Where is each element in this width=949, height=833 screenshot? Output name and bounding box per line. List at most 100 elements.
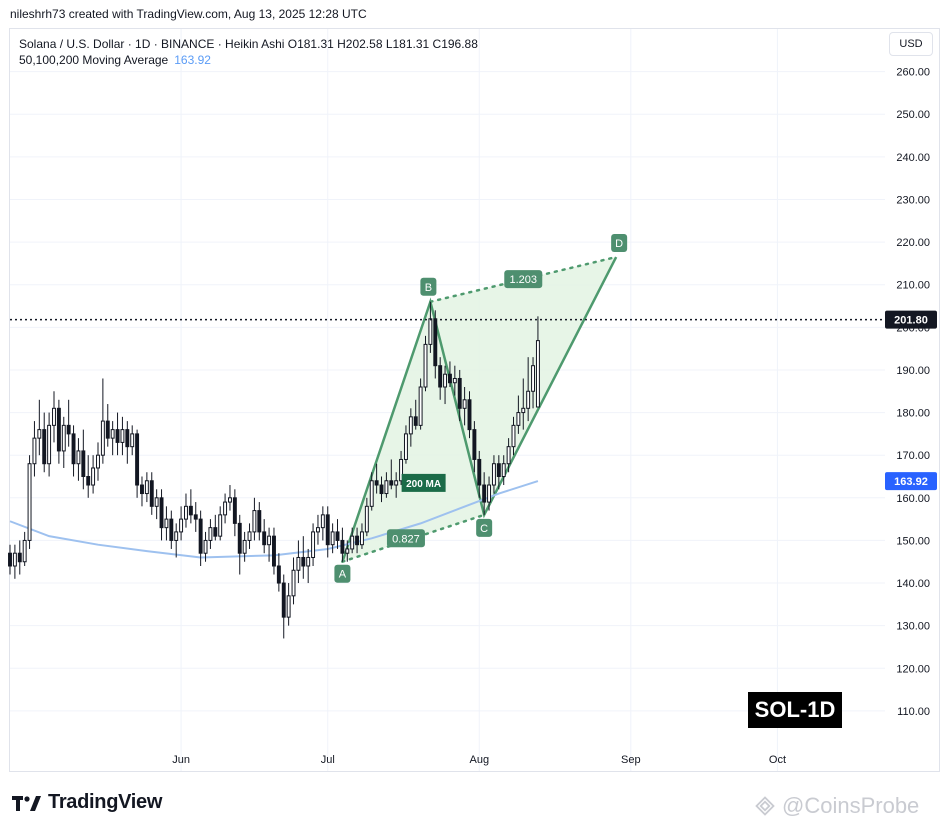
ma-legend: 50,100,200 Moving Average 163.92	[19, 52, 478, 68]
candle-down	[140, 484, 144, 495]
y-tick-label: 130.00	[896, 621, 930, 633]
candle-up	[521, 407, 526, 414]
watermark-text: @CoinsProbe	[782, 793, 920, 818]
candle-up	[531, 365, 536, 392]
candle-down	[477, 458, 482, 486]
candle-up	[208, 527, 213, 541]
ma-legend-label: 50,100,200 Moving Average	[19, 53, 169, 67]
candle-up	[315, 527, 320, 533]
candle-up	[452, 377, 457, 384]
candle-down	[433, 318, 438, 367]
candle-up	[184, 505, 188, 520]
candle-up	[511, 424, 516, 448]
candle-up	[408, 416, 413, 435]
y-tick-label: 180.00	[896, 408, 930, 420]
y-tick-label: 230.00	[896, 194, 930, 206]
candle-down	[447, 373, 452, 384]
candle-up	[516, 412, 521, 426]
pattern-ratio-box	[504, 270, 543, 289]
symbol-badge: SOL-1D	[748, 692, 842, 728]
candle-down	[379, 484, 384, 495]
candle-down	[413, 416, 418, 426]
candle-up	[487, 484, 492, 503]
pattern-point-d-box	[611, 234, 628, 253]
candle-up	[22, 539, 27, 563]
candle-down	[467, 399, 472, 431]
candle-down	[482, 484, 487, 503]
candle-up	[203, 539, 208, 554]
candle-down	[81, 450, 86, 477]
y-tick-label: 240.00	[896, 152, 930, 164]
candle-up	[526, 390, 531, 409]
candle-up	[345, 548, 350, 554]
candle-up	[242, 539, 247, 554]
watermark: @CoinsProbe	[752, 793, 919, 819]
candle-up	[443, 373, 448, 388]
candle-up	[228, 497, 232, 503]
y-tick-label: 120.00	[896, 663, 930, 675]
ma-value-label: 163.92	[894, 476, 928, 488]
ma-200-line	[9, 480, 539, 559]
candle-down	[169, 518, 174, 541]
candle-up	[52, 407, 56, 426]
pattern-point-b-label: B	[425, 282, 432, 294]
price-axis: 110.00 120.00 130.00 140.00 150.00 160.00 170.…	[885, 67, 937, 718]
x-tick-label: Jun	[172, 754, 190, 766]
candle-down	[8, 552, 12, 567]
y-tick-label: 160.00	[896, 493, 930, 505]
tradingview-logo-text: TradingView	[48, 791, 163, 813]
candle-down	[105, 420, 110, 439]
current-price-label: 201.80	[894, 315, 928, 327]
candle-down	[66, 424, 71, 435]
candle-down	[276, 565, 281, 584]
candle-up	[91, 467, 96, 486]
candle-down	[301, 556, 306, 567]
candle-down	[17, 552, 22, 563]
candle-down	[262, 531, 267, 546]
candle-up	[501, 463, 506, 478]
candle-down	[213, 527, 218, 537]
candle-up	[320, 514, 325, 529]
ma-200-label-box	[401, 473, 446, 492]
currency-button[interactable]: USD	[889, 32, 933, 56]
candle-up	[247, 531, 252, 541]
y-tick-label: 140.00	[896, 578, 930, 590]
candle-down	[281, 582, 286, 618]
pattern-point-d-label: D	[615, 238, 623, 250]
chart-frame	[9, 28, 940, 772]
y-tick-label: 260.00	[896, 67, 930, 79]
candle-down	[325, 514, 330, 546]
candle-down	[135, 433, 140, 486]
candle-up	[12, 552, 17, 567]
ma-legend-value: 163.92	[174, 53, 211, 67]
candle-up	[286, 595, 291, 618]
candle-up	[462, 399, 467, 409]
pattern-ratio-label: 1.203	[510, 274, 538, 286]
candle-up	[174, 531, 179, 541]
x-tick-label: Jul	[321, 754, 335, 766]
candle-up	[330, 531, 335, 546]
chart-overlay: A B C D 0.827 1.203 200 MA	[10, 234, 885, 583]
candle-down	[86, 476, 91, 486]
y-tick-label: 150.00	[896, 535, 930, 547]
candle-down	[125, 429, 130, 448]
tradingview-logo[interactable]: TradingView	[12, 791, 162, 814]
tradingview-icon	[12, 795, 41, 811]
candle-down	[374, 480, 379, 486]
candle-down	[149, 480, 154, 507]
candle-down	[257, 510, 262, 533]
y-tick-label: 170.00	[896, 450, 930, 462]
candle-up	[384, 480, 389, 495]
x-tick-label: Sep	[621, 754, 641, 766]
y-tick-label: 110.00	[897, 706, 930, 718]
candle-up	[144, 480, 149, 495]
symbol-legend: Solana / U.S. Dollar · 1D · BINANCE · He…	[19, 37, 478, 51]
x-tick-label: Oct	[769, 754, 786, 766]
candle-up	[37, 429, 42, 439]
candle-down	[457, 377, 462, 409]
ma-value-badge	[885, 472, 937, 491]
candlesticks	[8, 301, 540, 639]
candle-up	[506, 446, 511, 465]
y-tick-label: 190.00	[896, 365, 930, 377]
